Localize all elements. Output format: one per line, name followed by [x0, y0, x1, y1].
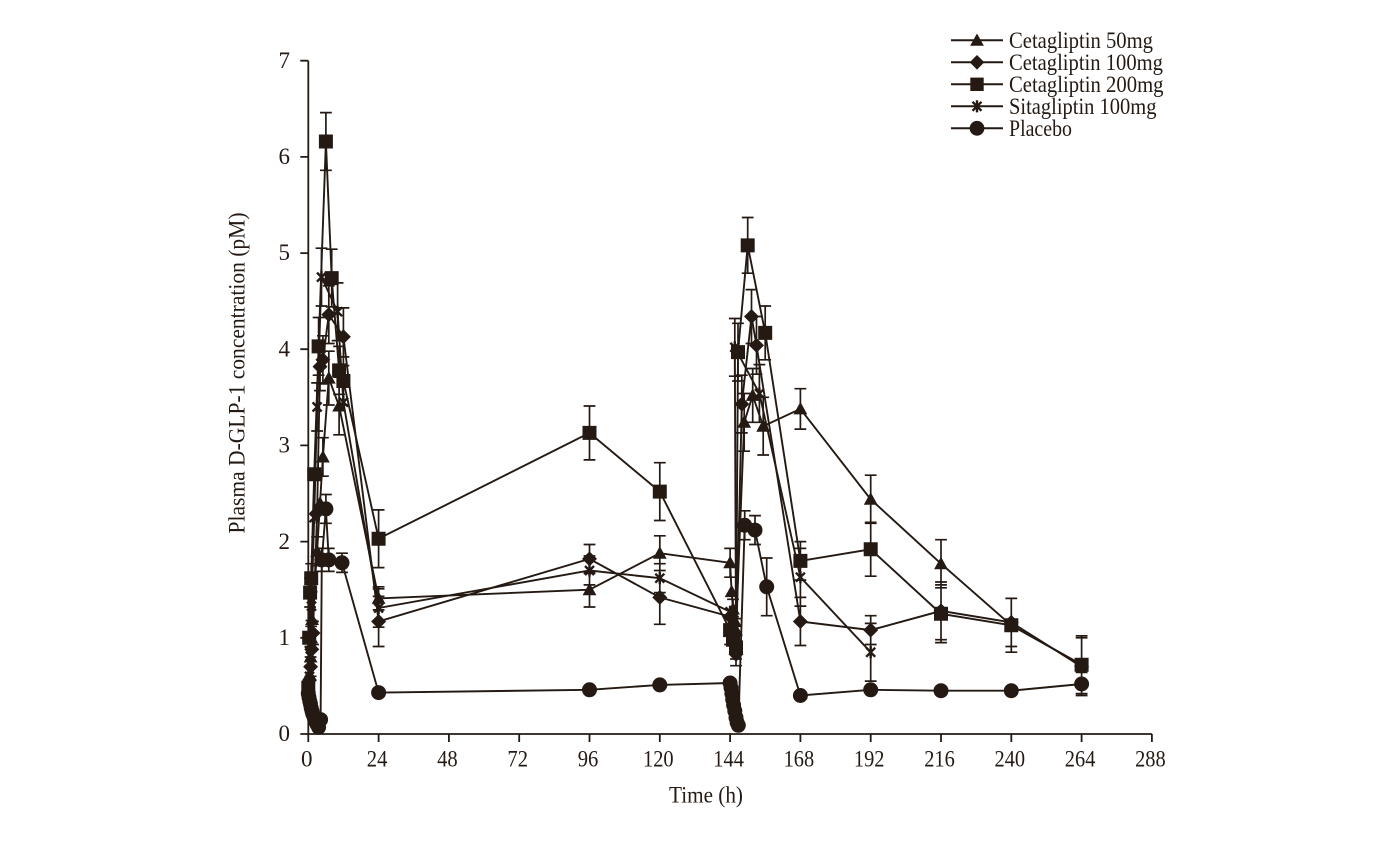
svg-text:Cetagliptin 100mg: Cetagliptin 100mg [1009, 50, 1163, 75]
svg-text:Plasma D-GLP-1 concentration (: Plasma D-GLP-1 concentration (pM) [225, 213, 250, 534]
svg-text:1: 1 [279, 625, 291, 650]
svg-text:5: 5 [279, 240, 291, 265]
svg-text:Placebo: Placebo [1009, 116, 1072, 141]
svg-text:0: 0 [279, 721, 291, 746]
svg-text:Sitagliptin 100mg: Sitagliptin 100mg [1009, 94, 1157, 119]
svg-text:240: 240 [995, 746, 1026, 771]
svg-text:48: 48 [437, 746, 458, 771]
svg-text:Cetagliptin 200mg: Cetagliptin 200mg [1009, 72, 1164, 97]
svg-text:2: 2 [279, 529, 291, 554]
svg-text:24: 24 [367, 746, 388, 771]
svg-text:Cetagliptin 50mg: Cetagliptin 50mg [1009, 28, 1153, 53]
svg-text:168: 168 [784, 746, 815, 771]
svg-text:264: 264 [1065, 746, 1096, 771]
svg-text:120: 120 [643, 746, 674, 771]
svg-text:288: 288 [1135, 746, 1166, 771]
svg-text:6: 6 [279, 144, 291, 169]
svg-text:3: 3 [279, 433, 291, 458]
svg-text:7: 7 [279, 48, 291, 73]
svg-text:96: 96 [578, 746, 599, 771]
svg-text:144: 144 [713, 746, 744, 771]
svg-text:192: 192 [854, 746, 885, 771]
svg-text:Time (h): Time (h) [669, 783, 743, 808]
svg-text:0: 0 [301, 746, 313, 771]
svg-text:216: 216 [924, 746, 955, 771]
svg-text:4: 4 [279, 336, 291, 361]
svg-text:72: 72 [507, 746, 528, 771]
